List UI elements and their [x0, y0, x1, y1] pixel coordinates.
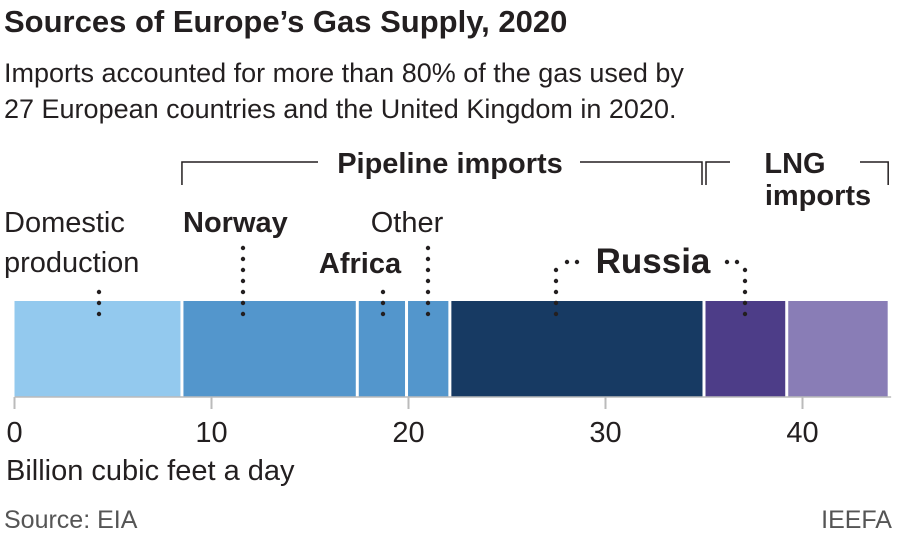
leader-dots-other [425, 311, 431, 317]
leader-dots-other [425, 300, 431, 306]
leader-dots-norway [240, 278, 246, 284]
x-tick-label: 10 [195, 417, 227, 449]
leader-dots-russia-pipeline [564, 259, 570, 265]
source-note: Source: EIA [4, 506, 138, 534]
leader-dots-norway [240, 311, 246, 317]
lng-bracket [705, 161, 889, 185]
leader-dots-other [425, 289, 431, 295]
label-russia: Russia [596, 242, 711, 281]
bar-segment-other-lng [788, 301, 888, 397]
x-axis: 0 10 20 30 40 [7, 396, 892, 449]
leader-dots-russia-lng [742, 311, 748, 317]
group-label-lng-line-1: LNG [764, 148, 825, 180]
leader-dots-africa [380, 289, 386, 295]
group-label-lng-line-2: imports [765, 180, 871, 212]
leader-dots-russia-pipeline [553, 311, 559, 317]
label-norway: Norway [183, 207, 288, 239]
leader-dots-russia-pipeline [553, 267, 559, 273]
leader-dots-russia-pipeline [553, 300, 559, 306]
bar-segment-other [408, 301, 449, 397]
pipeline-bracket [181, 161, 703, 185]
leader-dots-russia-lng [742, 278, 748, 284]
leader-dots-russia-lng [742, 267, 748, 273]
x-tick-label: 20 [392, 417, 424, 449]
leader-dots-africa [380, 300, 386, 306]
leader-dots-russia-pipeline [553, 289, 559, 295]
leader-dots-russia-lng [724, 259, 730, 265]
leader-dots-other [425, 245, 431, 251]
credit: IEEFA [821, 506, 892, 534]
leader-dots-africa [380, 311, 386, 317]
leader-dots-russia-lng [742, 289, 748, 295]
label-other: Other [371, 207, 444, 239]
bar-segment-russia [451, 301, 703, 397]
chart-subtitle-line-1: Imports accounted for more than 80% of t… [4, 58, 684, 88]
x-tick-label: 30 [589, 417, 621, 449]
leader-dots-norway [240, 300, 246, 306]
bar-segments [14, 301, 888, 397]
chart-subtitle-line-2: 27 European countries and the United Kin… [4, 94, 676, 124]
chart-title: Sources of Europe’s Gas Supply, 2020 [4, 4, 567, 39]
label-domestic-line-2: production [4, 247, 139, 279]
leader-dots-norway [240, 245, 246, 251]
bar-segment-africa [358, 301, 406, 397]
bar-segment-norway [183, 301, 356, 397]
segment-labels: Domestic production Norway Africa Other Russi… [4, 207, 748, 317]
group-label-pipeline: Pipeline imports [337, 148, 563, 180]
leader-dots-russia-lng [734, 259, 740, 265]
leader-dots-domestic [96, 289, 102, 295]
bar-segment-russia-lng [705, 301, 786, 397]
leader-dots-russia-pipeline [574, 259, 580, 265]
leader-dots-domestic [96, 311, 102, 317]
leader-dots-norway [240, 289, 246, 295]
x-tick-label: 40 [786, 417, 818, 449]
bar-segment-domestic-production [14, 301, 181, 397]
leader-dots-norway [240, 267, 246, 273]
x-axis-label: Billion cubic feet a day [6, 455, 295, 487]
x-tick-label: 0 [7, 417, 23, 449]
leader-dots-domestic [96, 300, 102, 306]
label-africa: Africa [319, 248, 402, 280]
leader-dots-other [425, 278, 431, 284]
leader-dots-other [425, 256, 431, 262]
leader-dots-other [425, 267, 431, 273]
leader-dots-russia-pipeline [553, 278, 559, 284]
leader-dots-norway [240, 256, 246, 262]
label-domestic-line-1: Domestic [4, 207, 125, 239]
leader-dots-russia-lng [742, 300, 748, 306]
